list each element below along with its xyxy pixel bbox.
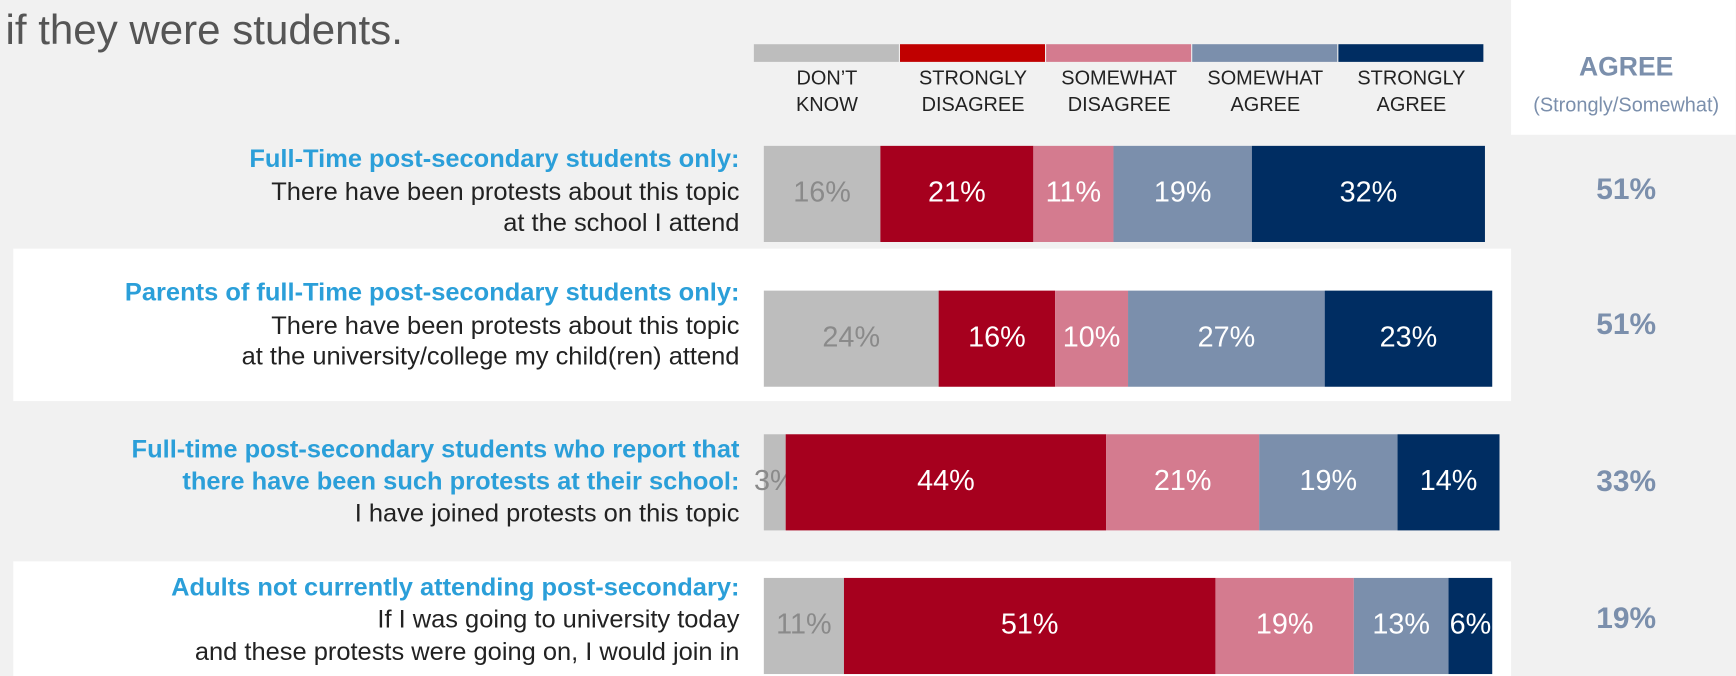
legend-swatch xyxy=(1046,44,1192,62)
agree-value: 51% xyxy=(1596,173,1656,206)
bar-segment xyxy=(1251,145,1485,242)
bar-value-label: 14% xyxy=(1420,465,1478,497)
bar-value-label: 10% xyxy=(1063,321,1121,353)
bar-value-label: 27% xyxy=(1198,321,1256,353)
bar-value-label: 13% xyxy=(1372,609,1430,641)
agree-title: AGREE xyxy=(1579,52,1673,82)
row-text: There have been protests about this topi… xyxy=(271,178,739,206)
legend-label: STRONGLY DISAGREE xyxy=(919,68,1027,117)
bar-segment xyxy=(938,290,1056,387)
bar-segment xyxy=(1215,577,1354,675)
bar-segment xyxy=(880,145,1034,242)
bar-segment xyxy=(1128,290,1325,387)
bar-segment xyxy=(763,577,844,675)
bar-segment xyxy=(1033,145,1114,242)
bar-value-label: 21% xyxy=(1154,465,1212,497)
agree-header-panel xyxy=(1511,0,1736,135)
bar-segment xyxy=(1106,434,1260,531)
bar-segment xyxy=(1259,434,1398,531)
bar-value-label: 23% xyxy=(1380,321,1438,353)
bar-segment xyxy=(1353,577,1449,675)
row-group-label: there have been such protests at their s… xyxy=(182,468,739,496)
row-text: I have joined protests on this topic xyxy=(355,500,740,528)
row-group-label: Parents of full-Time post-secondary stud… xyxy=(125,279,740,307)
legend-swatch xyxy=(1338,44,1484,62)
bar-value-label: 24% xyxy=(822,321,880,353)
bar-value-label: 51% xyxy=(1001,609,1059,641)
bar-segment xyxy=(843,577,1216,675)
row-text: If I was going to university today xyxy=(377,606,739,634)
bar-segment xyxy=(785,434,1107,531)
row-group-label: Full-Time post-secondary students only: xyxy=(249,145,739,173)
row-group-label: Adults not currently attending post-seco… xyxy=(171,574,739,602)
legend-swatch xyxy=(753,44,899,62)
bar-segment xyxy=(1397,434,1500,531)
bar-value-label: 32% xyxy=(1340,177,1398,209)
agree-value: 33% xyxy=(1596,465,1656,498)
bar-value-label: 19% xyxy=(1300,465,1358,497)
row-text: and these protests were going on, I woul… xyxy=(195,638,740,666)
bar-segment xyxy=(763,145,881,242)
legend-label: DON’T KNOW xyxy=(796,68,858,117)
bar-value-label: 16% xyxy=(793,177,851,209)
row-text: at the school I attend xyxy=(503,209,739,237)
bar-value-label: 11% xyxy=(776,609,831,641)
bar-segment xyxy=(763,434,786,531)
bar-segment xyxy=(1324,290,1493,387)
chart-body: if they were students. AGREE (Strongly/S… xyxy=(6,0,1736,676)
bar-segment xyxy=(1055,290,1129,387)
bar-value-label: 11% xyxy=(1046,177,1101,209)
bar-segment xyxy=(1113,145,1252,242)
legend-label: SOMEWHAT DISAGREE xyxy=(1061,68,1177,117)
agree-value: 51% xyxy=(1596,308,1656,341)
bar-value-label: 21% xyxy=(928,177,986,209)
bar-value-label: 19% xyxy=(1154,177,1212,209)
legend-label: SOMEWHAT AGREE xyxy=(1207,68,1323,117)
row-group-label: Full-time post-secondary students who re… xyxy=(132,436,740,464)
legend-label: STRONGLY AGREE xyxy=(1357,68,1465,117)
bar-value-label: 19% xyxy=(1256,609,1314,641)
agree-value: 19% xyxy=(1596,602,1656,635)
row-text: There have been protests about this topi… xyxy=(271,312,739,340)
legend-swatch xyxy=(1192,44,1338,62)
bar-value-label: 6% xyxy=(1450,609,1492,641)
chart-title: if they were students. xyxy=(6,6,403,53)
row-text: at the university/college my child(ren) … xyxy=(242,343,740,371)
bar-value-label: 16% xyxy=(968,321,1026,353)
agree-subtitle: (Strongly/Somewhat) xyxy=(1533,94,1719,116)
bar-value-label: 44% xyxy=(917,465,975,497)
bar-segment xyxy=(1448,577,1493,675)
bar-segment xyxy=(763,290,939,387)
legend-swatch xyxy=(899,44,1046,62)
